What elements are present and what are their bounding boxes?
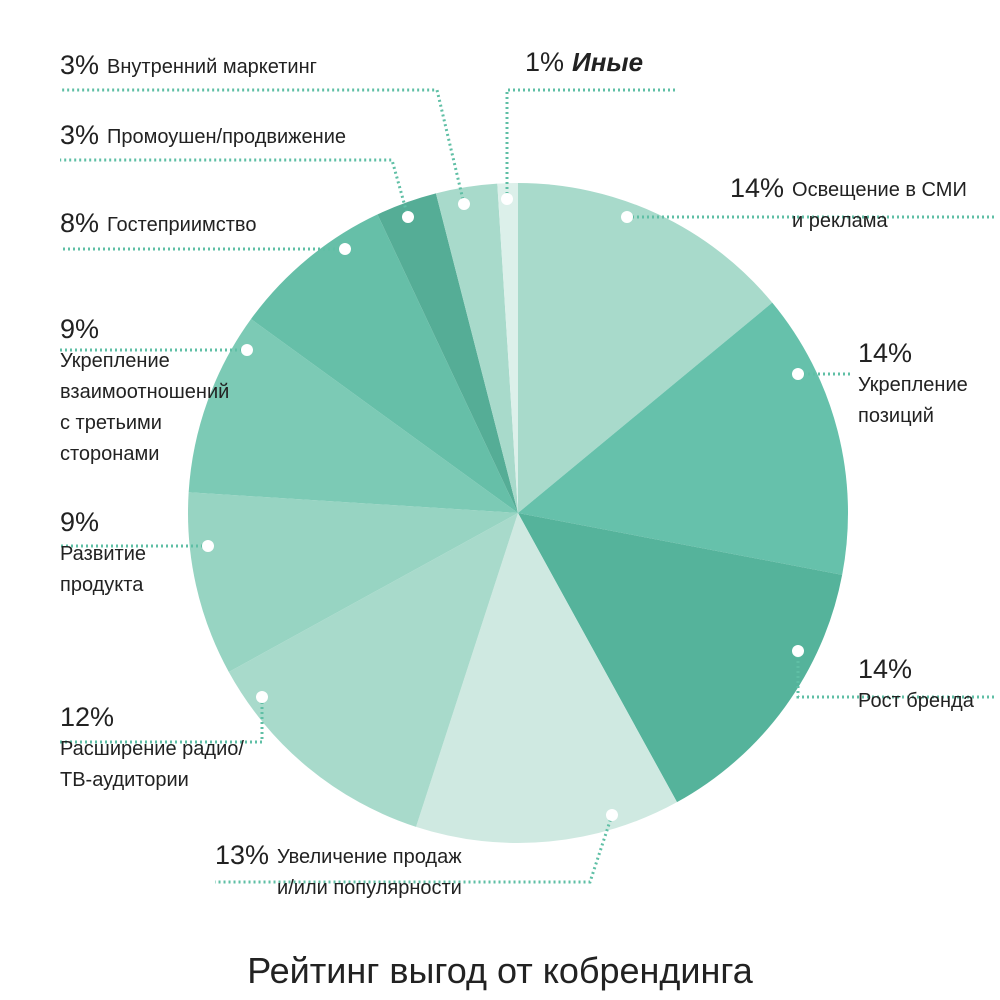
pie-slice bbox=[435, 183, 518, 513]
slice-label: 3% Внутренний маркетинг bbox=[60, 50, 317, 84]
slice-label: 14% Укрепление позиций bbox=[858, 336, 968, 432]
pie-slice bbox=[416, 513, 677, 843]
slice-label: 3% Промоушен/продвижение bbox=[60, 120, 346, 154]
leader-dot bbox=[621, 211, 633, 223]
slice-label: 12% Расширение радио/ ТВ-аудитории bbox=[60, 700, 244, 796]
leader-line bbox=[215, 814, 614, 884]
value-label: 9% bbox=[60, 507, 100, 537]
pie-slice bbox=[518, 302, 848, 575]
value-label: 1% bbox=[525, 47, 565, 77]
value-label: 13% bbox=[215, 840, 270, 870]
leader-line bbox=[505, 88, 675, 199]
leader-dot bbox=[339, 243, 351, 255]
slice-label: 13% Увеличение продаж и/или популярности bbox=[215, 840, 462, 904]
value-label: 14% bbox=[858, 654, 913, 684]
leader-dot bbox=[501, 193, 513, 205]
leader-dot bbox=[256, 691, 268, 703]
pie-slice bbox=[518, 183, 773, 513]
pie-slice bbox=[251, 214, 518, 513]
value-label: 3% bbox=[60, 120, 100, 150]
value-label: 8% bbox=[60, 208, 100, 238]
chart-title: Рейтинг выгод от кобрендинга bbox=[247, 950, 753, 991]
category-label: Развитие продукта bbox=[60, 543, 146, 596]
leader-dot bbox=[241, 344, 253, 356]
category-label: Рост бренда bbox=[858, 690, 974, 712]
pie-slice bbox=[188, 492, 519, 672]
pie-slice bbox=[377, 193, 518, 513]
category-label: Промоушен/продвижение bbox=[107, 126, 347, 148]
pie-slice bbox=[228, 513, 519, 827]
leader-dot bbox=[792, 368, 804, 380]
category-label: Внутренний маркетинг bbox=[107, 56, 317, 78]
pie-slice bbox=[518, 513, 843, 803]
category-label: Гостеприимство bbox=[107, 214, 257, 236]
leader-line bbox=[60, 158, 410, 218]
slice-label: 9% Укрепление взаимоотношений с третьими … bbox=[60, 312, 229, 470]
leader-dot bbox=[458, 198, 470, 210]
slice-label: 8% Гостеприимство bbox=[60, 208, 256, 242]
leader-line bbox=[60, 697, 264, 744]
value-label: 12% bbox=[60, 702, 115, 732]
pie-slice bbox=[497, 183, 518, 513]
category-label: Расширение радио/ ТВ-аудитории bbox=[60, 738, 244, 791]
value-label: 14% bbox=[730, 173, 785, 203]
slice-label: 14% Освещение в СМИ и реклама bbox=[730, 173, 967, 237]
slice-label: 14% Рост бренда bbox=[858, 652, 974, 717]
leader-dot bbox=[792, 645, 804, 657]
category-label: Укрепление взаимоотношений с третьими ст… bbox=[60, 350, 230, 465]
category-label: Освещение в СМИ и реклама bbox=[792, 179, 967, 232]
leader-dot bbox=[606, 809, 618, 821]
pie-slice bbox=[188, 319, 518, 513]
value-label: 9% bbox=[60, 314, 100, 344]
value-label: 14% bbox=[858, 338, 913, 368]
leader-dot bbox=[402, 211, 414, 223]
leader-dot bbox=[202, 540, 214, 552]
slice-label: 9% Развитие продукта bbox=[60, 505, 146, 601]
category-label: Иные bbox=[572, 47, 644, 77]
slice-label: 1% Иные bbox=[525, 47, 643, 81]
value-label: 3% bbox=[60, 50, 100, 80]
category-label: Увеличение продаж и/или популярности bbox=[277, 846, 462, 899]
leader-line bbox=[796, 651, 995, 699]
category-label: Укрепление позиций bbox=[858, 374, 968, 427]
